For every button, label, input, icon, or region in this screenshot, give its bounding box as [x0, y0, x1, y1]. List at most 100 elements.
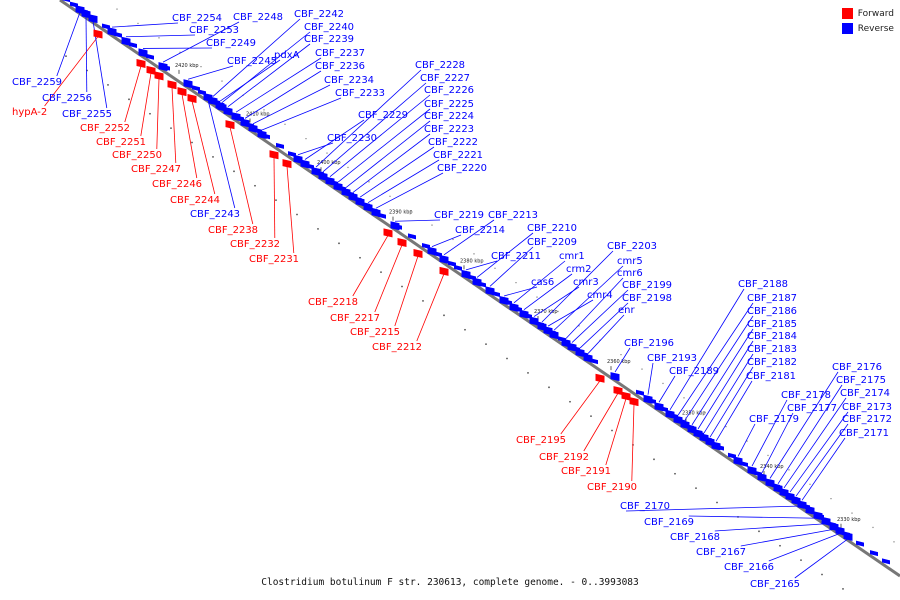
gene-feature: [648, 397, 656, 404]
gene-feature: [636, 389, 644, 396]
gene-label: CBF_2191: [561, 466, 611, 477]
gene-feature: [828, 521, 836, 528]
gene-feature: [269, 150, 279, 160]
gene-feature: [246, 122, 254, 129]
gene-feature: [504, 299, 512, 306]
ruler-dot: [758, 530, 760, 533]
ruler-dot: [221, 80, 223, 82]
label-leader-line: [367, 159, 440, 204]
gene-feature: [138, 48, 148, 58]
gene-feature: [590, 358, 598, 365]
gene-label: CBF_2224: [424, 111, 474, 122]
ruler-dot: [464, 328, 466, 331]
gene-feature: [146, 53, 154, 60]
label-leader-line: [181, 94, 198, 179]
ruler-dot: [443, 314, 445, 317]
label-leader-line: [669, 288, 745, 410]
gene-feature: [183, 79, 193, 89]
gene-label: CBF_2214: [455, 225, 505, 236]
gene-feature: [408, 233, 416, 240]
label-leader-line: [523, 273, 573, 310]
gene-feature: [254, 127, 262, 134]
gene-feature: [454, 264, 462, 271]
ruler-dot: [683, 397, 685, 399]
gene-feature: [338, 185, 346, 192]
label-leader-line: [697, 340, 754, 430]
scale-tick-label: 2400 kbp: [317, 160, 341, 166]
gene-label: CBF_2248: [233, 12, 283, 23]
gene-label: CBF_2234: [324, 75, 374, 86]
label-leader-line: [751, 399, 788, 467]
ruler-dot: [410, 209, 412, 212]
label-leader-line: [125, 34, 196, 38]
legend-reverse: Reverse: [841, 23, 894, 34]
ruler-dot: [515, 281, 517, 284]
gene-feature: [595, 373, 605, 383]
ruler-dot: [872, 526, 874, 529]
label-leader-line: [140, 72, 152, 137]
label-leader-line: [795, 423, 849, 497]
gene-label: CBF_2226: [424, 85, 474, 96]
label-leader-line: [714, 523, 827, 532]
gene-label: CBF_2223: [424, 124, 474, 135]
ruler-dot: [548, 386, 550, 389]
gene-feature: [696, 430, 704, 437]
gene-feature: [492, 290, 500, 297]
gene-label: CBF_2176: [832, 362, 882, 373]
ruler-dot: [473, 253, 475, 255]
label-leader-line: [431, 234, 462, 247]
label-leader-line: [533, 286, 580, 317]
gene-feature: [802, 503, 810, 510]
gene-label: CBF_2174: [840, 388, 890, 399]
gene-label: cmr6: [617, 268, 643, 279]
label-leader-line: [156, 78, 160, 150]
label-leader-line: [761, 412, 794, 474]
ruler-dot: [233, 170, 235, 173]
gene-feature: [670, 413, 678, 420]
label-leader-line: [709, 366, 754, 438]
gene-label: CBF_2212: [372, 342, 422, 353]
gene-label: CBF_2170: [620, 501, 670, 512]
ruler-dot: [158, 37, 160, 39]
gene-feature: [80, 8, 88, 15]
gene-feature: [790, 495, 798, 502]
strand-legend: Forward Reverse: [841, 8, 894, 38]
label-leader-line: [191, 100, 216, 195]
gene-label: cmr5: [617, 256, 643, 267]
label-leader-line: [553, 265, 624, 331]
label-leader-line: [789, 411, 849, 493]
label-leader-line: [647, 362, 654, 395]
gene-label: CBF_2165: [750, 579, 800, 590]
label-leader-line: [769, 371, 839, 479]
gene-label: CBF_2193: [647, 353, 697, 364]
gene-label: CBF_2190: [587, 482, 637, 493]
ruler-dot: [767, 454, 769, 457]
ruler-dot: [452, 238, 454, 241]
ruler-dot: [368, 181, 370, 183]
ruler-dot: [830, 497, 832, 500]
gene-label: CBF_2252: [80, 123, 130, 134]
gene-feature: [330, 179, 338, 186]
gene-label: CBF_2221: [433, 150, 483, 161]
label-leader-line: [740, 528, 835, 547]
label-leader-line: [631, 404, 635, 482]
label-leader-line: [329, 94, 431, 177]
ruler-dot: [305, 137, 307, 140]
label-leader-line: [605, 398, 627, 466]
gene-label: CBF_2175: [836, 375, 886, 386]
scale-tick-label: 2350 kbp: [682, 411, 706, 417]
ruler-dot: [149, 112, 151, 115]
ruler-dot: [107, 84, 109, 86]
gene-feature: [370, 207, 378, 214]
gene-feature: [394, 223, 402, 230]
label-leader-line: [703, 353, 754, 434]
label-leader-line: [345, 120, 431, 188]
gene-feature: [378, 212, 386, 219]
ruler-dot: [809, 483, 811, 485]
ruler-dots: [65, 8, 895, 590]
gene-feature: [422, 242, 430, 249]
gene-feature: [740, 461, 748, 468]
gene-feature: [870, 550, 878, 557]
gene-label: CBF_2186: [747, 306, 797, 317]
